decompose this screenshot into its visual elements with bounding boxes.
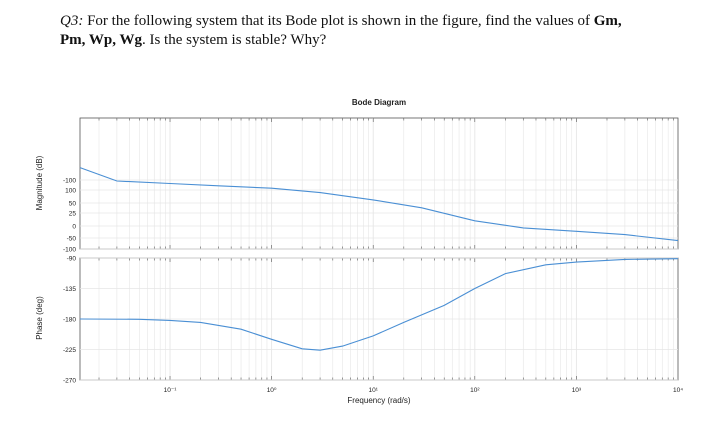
magnitude-series-line (79, 167, 679, 242)
magnitude-y-tick-label: -100 (63, 247, 76, 254)
phase-y-tick-label: -90 (67, 256, 77, 263)
magnitude-y-tick-label: 100 (65, 188, 76, 195)
question-text-part-3: . Is the system is stable? Why? (141, 32, 327, 48)
magnitude-y-tick-label: 0 (72, 224, 76, 231)
question-bold-pm-wp-wg: Pm, Wp, Wg (60, 32, 142, 48)
magnitude-panel: 100 50 25 0 -50 -100 -100 (63, 117, 679, 254)
x-tick-label: 10⁰ (267, 387, 277, 394)
question-text: Q3: For the following system that its Bo… (60, 12, 700, 50)
phase-panel: -90 -135 -180 -225 -270 10⁻¹ 10⁰ 10¹ 10² 10³ 10⁴ (63, 256, 683, 395)
magnitude-y-tick-label: 50 (69, 201, 77, 208)
phase-y-tick-label: -270 (63, 378, 76, 385)
x-axis-label: Frequency (rad/s) (347, 396, 410, 405)
question-bold-gm: Gm, (593, 13, 622, 29)
x-tick-label: 10³ (572, 387, 582, 394)
x-tick-label: 10⁻¹ (164, 387, 178, 394)
phase-series-line (79, 258, 679, 351)
magnitude-y-tick-label: -50 (67, 236, 77, 243)
phase-axis-label: Phase (deg) (35, 296, 44, 340)
magnitude-y-tick-label: -100 (63, 178, 76, 185)
x-tick-label: 10² (470, 387, 480, 394)
phase-y-tick-label: -135 (63, 286, 76, 293)
question-text-part-1: For the following system that its Bode p… (83, 13, 594, 29)
chart-title: Bode Diagram (352, 98, 406, 107)
phase-y-tick-label: -225 (63, 347, 76, 354)
question-number: Q3: (60, 13, 84, 29)
magnitude-y-tick-label: 25 (69, 211, 77, 218)
x-tick-label: 10⁴ (673, 387, 683, 394)
phase-y-tick-label: -180 (63, 317, 76, 324)
magnitude-axis-label: Magnitude (dB) (35, 155, 44, 210)
x-tick-label: 10¹ (369, 387, 379, 394)
